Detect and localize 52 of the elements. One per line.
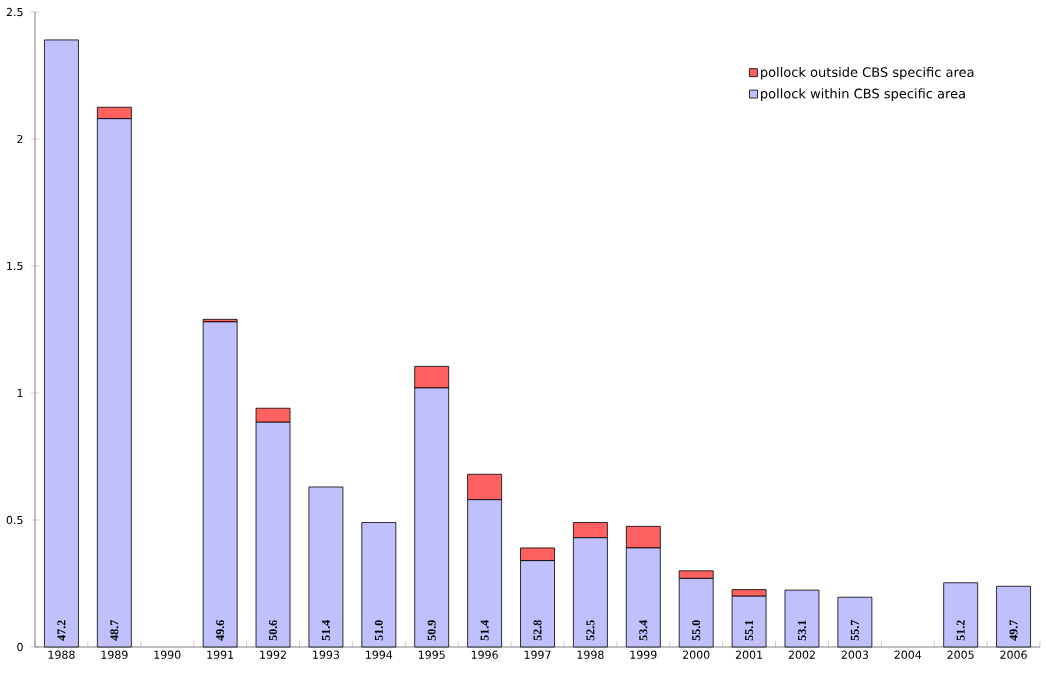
y-tick-label: 0: [17, 642, 23, 652]
bar: [44, 39, 79, 648]
annotation: 52.8: [533, 620, 542, 641]
annotation: 51.4: [480, 620, 489, 641]
x-tick-label: 2002: [788, 650, 815, 659]
bar: [784, 589, 820, 648]
y-tick-label: 1: [17, 388, 23, 398]
annotation: 51.0: [374, 620, 383, 641]
x-tick-label: 1992: [260, 650, 286, 659]
annotation: 53.4: [639, 620, 648, 641]
x-tick-label: 1999: [630, 650, 657, 659]
bar: [308, 486, 344, 648]
x-tick-label: 1997: [524, 650, 551, 659]
annotation: 55.1: [745, 620, 754, 641]
annotation: 50.9: [427, 620, 436, 641]
y-tick-label: 1.5: [7, 261, 23, 271]
x-tick-label: 2003: [841, 650, 868, 659]
annotation: 47.2: [57, 620, 66, 641]
y-tick-label: 2: [17, 134, 23, 144]
x-tick-label: 1994: [366, 650, 393, 659]
x-tick-label: 2004: [894, 650, 922, 659]
annotation: 53.1: [797, 620, 807, 641]
annotation: 52.5: [586, 620, 595, 641]
annotation: 49.7: [1009, 620, 1018, 641]
x-tick-label: 1995: [418, 650, 445, 659]
bar: [202, 321, 238, 648]
bar: [837, 596, 873, 648]
x-tick-label: 2001: [735, 650, 763, 659]
annotation: 49.6: [216, 620, 225, 641]
x-tick-label: 2006: [1000, 650, 1027, 659]
annotation: 51.2: [956, 620, 965, 641]
x-tick-label: 2005: [947, 650, 974, 659]
annotation: 55.7: [850, 620, 859, 641]
x-tick-label: 2000: [682, 650, 710, 659]
bar: [361, 522, 397, 648]
y-tick-label: 2.5: [6, 7, 23, 17]
x-tick-label: 1990: [154, 650, 181, 659]
x-tick-label: 1989: [101, 650, 128, 659]
x-tick-label: 1998: [577, 650, 604, 659]
annotation: 48.7: [110, 620, 119, 641]
x-tick-label: 1993: [313, 650, 340, 659]
annotation: 55.0: [692, 620, 701, 641]
x-tick-label: 1988: [48, 650, 75, 659]
legend-label: pollock outside CBS specific area: [761, 66, 974, 80]
bar: [996, 585, 1031, 648]
annotation: 50.6: [268, 620, 278, 641]
y-tick-label: 0.5: [6, 515, 23, 525]
bar: [943, 582, 979, 648]
annotation: 51.4: [321, 620, 330, 641]
legend-label: pollock within CBS specific area: [761, 88, 965, 101]
x-tick-label: 1991: [207, 650, 234, 659]
x-tick-label: 1996: [471, 650, 498, 659]
